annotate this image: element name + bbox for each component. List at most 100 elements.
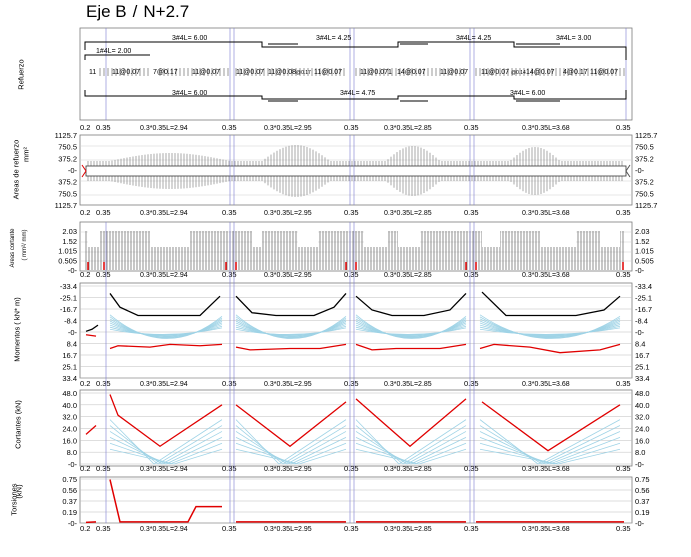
moment-negative-line [85,324,99,332]
cortantes-tick: 8.0 [635,448,645,457]
torsiones-tick: 0.56 [62,486,77,495]
span-length-label: 0.3*0.35L=2.95 [264,466,312,473]
column-width-label: 0.35 [96,208,111,217]
momentos-panel [80,285,632,379]
moment-envelope-family [109,314,621,339]
stirrup-label: 11@0.071 [360,69,392,76]
stirrup-label: @0.17 [296,70,311,76]
page-title: Eje B / N+2.7 [86,2,189,22]
areas-tick: 750.5 [58,143,77,152]
cortante-red-marks [87,262,624,270]
cortantes-panel [80,392,632,465]
momentos-tick: -33.4 [60,282,77,291]
moment-positive-line [355,343,467,351]
span-length-label: 0.3*0.35L=2.85 [384,381,432,388]
cortante-areas-tick: 2.03 [635,227,650,236]
cortante-areas-tick: 2.03 [62,227,77,236]
moment-positive-line [85,334,97,337]
span-length-label: 0.3*0.35L=3.68 [522,466,570,473]
areas-tick: 1125.7 [635,201,657,210]
momentos-tick: 25.1 [62,363,77,372]
cortantes-tick: 48.0 [62,389,77,398]
torsiones-tick: 0.37 [62,497,77,506]
stirrup-label: 11@0.07 [440,69,468,76]
areas-tick: 1125.7 [635,131,657,140]
areas-frame [79,134,633,206]
column-width-label: 0.35 [464,123,479,132]
column-width-label: 0.35 [222,464,237,473]
top-rebar [84,41,627,60]
torsion-line [85,521,97,524]
shear-line [109,394,223,448]
span-length-label: 0.3*0.35L=2.95 [264,272,312,279]
momentos-tick: 25.1 [635,363,650,372]
torsiones-frame [79,476,633,524]
column-width-label: 0.35 [616,524,631,533]
stirrup-label: 4@0.17 [563,69,588,76]
column-width-label: 0.35 [96,123,111,132]
top-rebar-label-3: 3#4L= 4.25 [456,35,491,42]
span-length-label: 0.3*0.35L=3.68 [522,210,570,217]
momentos-tick: -16.7 [60,305,77,314]
cortantes-tick: 24.0 [635,425,650,434]
cortantes-tick: 48.0 [635,389,650,398]
torsiones-tick: 0.37 [635,497,650,506]
level-label: N+2.7 [143,2,190,21]
column-width-label: 0.35 [464,208,479,217]
torsiones-tick: 0.19 [62,508,77,517]
top-left-rebar [84,54,150,60]
column-width-label: 0.35 [222,524,237,533]
span-length-label: 0.3*0.35L=2.95 [264,381,312,388]
column-width-label: 0.2 [80,208,90,217]
column-width-label: 0.35 [464,379,479,388]
cortantes-tick: -0- [635,460,645,469]
column-width-label: 0.35 [616,270,631,279]
column-width-label: 0.2 [80,379,90,388]
span-length-label: 0.3*0.35L=2.85 [384,125,432,132]
cortante-areas-tick: -0- [635,266,645,275]
cortante-areas-tick: 0.505 [58,256,77,265]
cortante-notches [88,231,620,247]
moment-positive-line [235,343,347,351]
areas-tick: 375.2 [58,154,77,163]
areas-panel [80,135,632,205]
stirrup-label: 11@0.07 [481,69,509,76]
stirrup-label: 11@0.07 [314,69,342,76]
torsiones-tick: 0.75 [635,475,650,484]
shear-envelope-family [109,419,621,465]
column-width-label: 0.2 [80,270,90,279]
bottom-rebar-label-1: 3#4L= 6.00 [172,90,207,97]
stirrup-label: 11@0.08 [268,69,296,76]
column-width-label: 0.35 [616,464,631,473]
span-length-label: 0.3*0.35L=2.95 [264,210,312,217]
areas-tick: 375.2 [58,178,77,187]
moment-negative-line [481,291,621,317]
shear-envelope [85,394,621,452]
column-width-label: 0.35 [344,379,359,388]
stirrup-label: @0.14 [511,70,526,76]
beam-section [85,165,627,177]
momentos-tick: -25.1 [60,294,77,303]
shear-line [481,401,621,452]
span-length-label: 0.3*0.35L=2.94 [140,466,188,473]
column-width-label: 0.35 [616,123,631,132]
column-width-label: 0.35 [616,379,631,388]
cortantes-tick: 32.0 [635,413,650,422]
torsiones-tick: 0.75 [62,475,77,484]
span-length-label: 0.3*0.35L=3.68 [522,272,570,279]
momentos-tick: 33.4 [62,374,77,383]
stirrup-label: 11@0.07 [236,69,264,76]
refuerzo-panel: 3#4L= 6.00 3#4L= 4.25 3#4L= 4.25 3#4L= 3… [84,28,627,120]
areas-tick: 750.5 [58,189,77,198]
column-width-label: 0.35 [464,464,479,473]
column-width-label: 0.35 [464,524,479,533]
column-width-label: 0.35 [616,208,631,217]
torsiones-panel [80,478,632,524]
column-width-label: 0.35 [96,270,111,279]
cortante-areas-frame [79,221,633,272]
stirrup-label: 14@0.07 [397,69,426,76]
span-length-label: 0.3*0.35L=3.68 [522,381,570,388]
cortante-areas-panel [80,231,632,270]
support-lines [105,222,475,523]
